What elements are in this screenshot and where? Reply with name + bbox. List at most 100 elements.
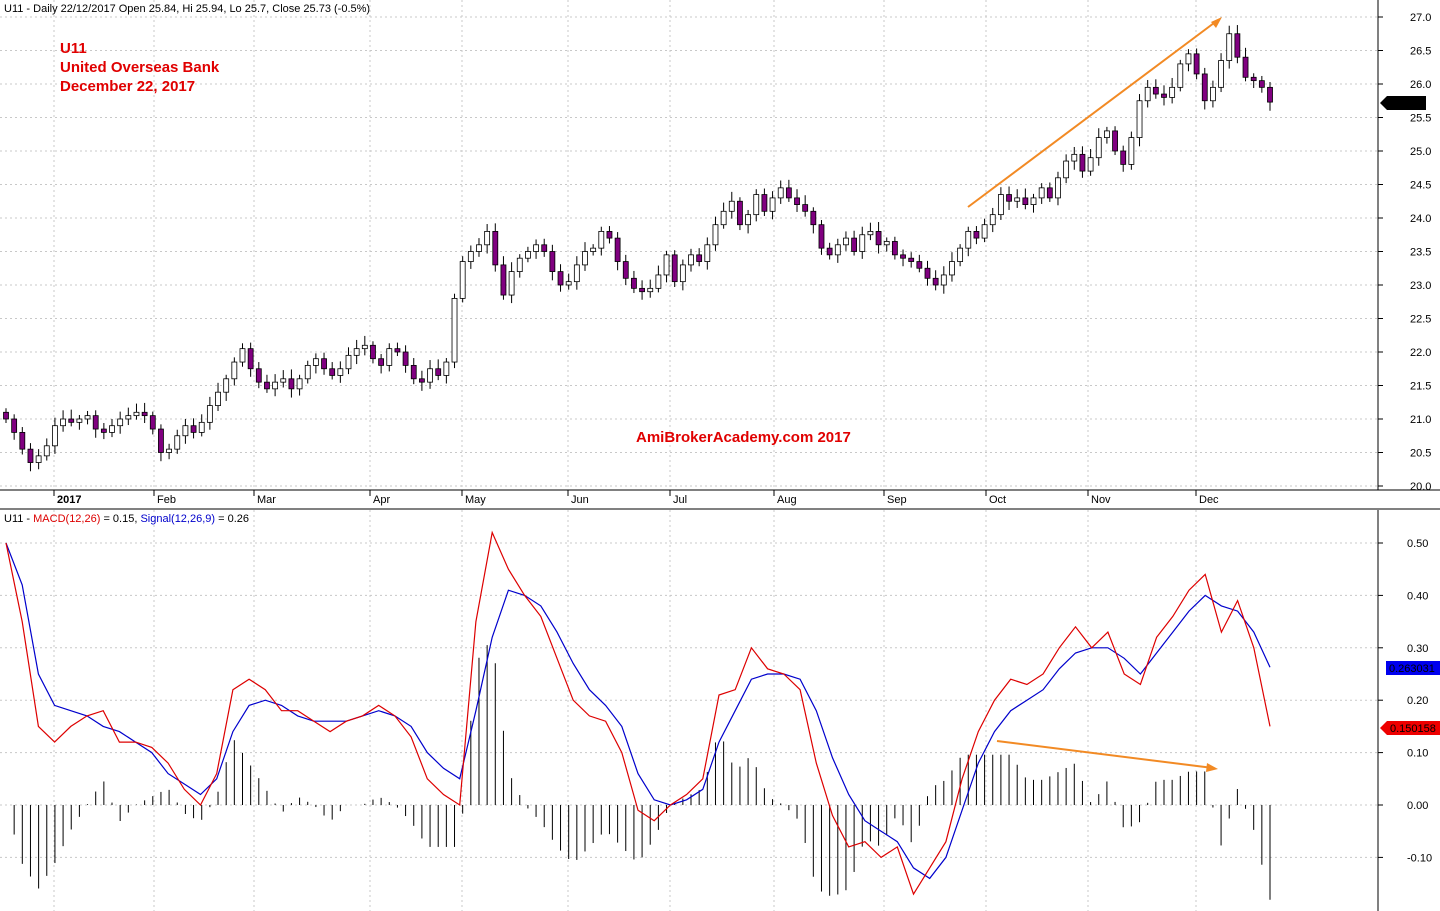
candle-up bbox=[133, 411, 140, 417]
candle-up bbox=[345, 354, 352, 370]
month-label: Oct bbox=[989, 494, 1006, 506]
candle-down bbox=[149, 415, 156, 430]
month-label: Nov bbox=[1091, 494, 1111, 506]
macd-axis-ticks: -0.10 0.00 0.10 0.20 0.30 0.40 0.50 bbox=[1378, 538, 1432, 864]
price-trend-arrow bbox=[967, 19, 1219, 208]
candle-up bbox=[198, 421, 205, 433]
candle-down bbox=[737, 200, 743, 226]
price-tick-label: 22.0 bbox=[1410, 347, 1431, 359]
macd-badge: 0.150158 bbox=[1380, 721, 1440, 735]
candle-down bbox=[378, 358, 385, 366]
price-tick-label: 23.0 bbox=[1410, 280, 1431, 292]
candle-down bbox=[329, 368, 336, 376]
candle-down bbox=[11, 418, 18, 433]
candle-up bbox=[1169, 86, 1176, 98]
macd-tick-label: 0.50 bbox=[1407, 538, 1428, 550]
candle-down bbox=[891, 241, 898, 256]
candle-down bbox=[818, 224, 825, 249]
candle-down bbox=[27, 448, 34, 463]
candle-down bbox=[500, 264, 507, 296]
candle-up bbox=[1128, 137, 1135, 165]
candle-up bbox=[296, 378, 303, 390]
last-price-badge-text: 25.73 bbox=[1391, 98, 1419, 110]
candle-up bbox=[52, 425, 58, 447]
price-tick-label: 21.0 bbox=[1410, 414, 1431, 426]
candle-up bbox=[957, 247, 964, 262]
candle-down bbox=[394, 348, 401, 353]
last-price-badge: 25.73 bbox=[1380, 96, 1426, 110]
company-annotation: United Overseas Bank bbox=[60, 59, 220, 76]
candle-up bbox=[663, 254, 670, 276]
candle-up bbox=[573, 264, 580, 283]
candle-down bbox=[321, 358, 327, 370]
candle-up bbox=[712, 224, 719, 246]
candle-up bbox=[704, 244, 711, 262]
candle-up bbox=[720, 210, 727, 226]
candle-up bbox=[1144, 86, 1151, 102]
signal-badge-text: 0.263031 bbox=[1389, 663, 1435, 675]
signal-line bbox=[5, 542, 1271, 880]
candle-down bbox=[1120, 150, 1127, 165]
macd-tick-label: 0.20 bbox=[1407, 695, 1428, 707]
candle-down bbox=[1079, 153, 1086, 172]
candle-up bbox=[182, 425, 189, 437]
candle-up bbox=[427, 368, 433, 383]
candle-up bbox=[239, 348, 246, 363]
candle-up bbox=[484, 230, 491, 246]
candle-up bbox=[443, 361, 450, 376]
candle-up bbox=[60, 418, 66, 427]
price-tick-label: 27.0 bbox=[1410, 12, 1431, 24]
candle-up bbox=[949, 261, 955, 276]
candle-up bbox=[1014, 197, 1021, 202]
candle-up bbox=[467, 251, 474, 262]
macd-histogram bbox=[13, 645, 1271, 900]
date-annotation: December 22, 2017 bbox=[60, 78, 195, 95]
candle-up bbox=[867, 230, 874, 236]
candle-up bbox=[981, 224, 988, 239]
price-tick-label: 20.5 bbox=[1410, 448, 1431, 460]
candle-down bbox=[614, 237, 621, 262]
candle-down bbox=[1046, 187, 1053, 199]
candle-up bbox=[1095, 137, 1102, 159]
candle-up bbox=[361, 344, 368, 350]
macd-tick-label: 0.10 bbox=[1407, 748, 1428, 760]
candle-up bbox=[174, 435, 181, 450]
candle-up bbox=[1210, 86, 1216, 102]
macd-tick-label: 0.40 bbox=[1407, 590, 1428, 602]
candle-up bbox=[280, 378, 287, 383]
candle-down bbox=[19, 431, 26, 450]
candle-down bbox=[435, 368, 442, 376]
candle-up bbox=[1226, 33, 1233, 61]
candle-down bbox=[492, 230, 499, 266]
candle-down bbox=[247, 348, 254, 370]
candle-up bbox=[843, 237, 849, 246]
candle-up bbox=[206, 405, 213, 423]
candle-up bbox=[508, 271, 515, 296]
candle-down bbox=[255, 368, 262, 383]
candle-up bbox=[76, 418, 83, 423]
candle-up bbox=[688, 254, 694, 266]
candle-up bbox=[769, 197, 776, 212]
candle-down bbox=[288, 378, 295, 390]
candle-up bbox=[109, 425, 115, 433]
candle-down bbox=[1161, 93, 1167, 98]
candle-up bbox=[655, 274, 662, 289]
candle-up bbox=[312, 358, 319, 366]
candle-down bbox=[418, 378, 425, 383]
candle-down bbox=[370, 344, 376, 360]
month-label: 2017 bbox=[57, 494, 81, 506]
candle-up bbox=[43, 445, 50, 457]
price-header: U11 - Daily 22/12/2017 Open 25.84, Hi 25… bbox=[4, 3, 370, 15]
candle-up bbox=[940, 274, 947, 286]
macd-trend-arrowhead bbox=[1206, 763, 1218, 772]
candle-up bbox=[1038, 187, 1045, 199]
candle-up bbox=[35, 455, 42, 463]
macd-header-prefix: U11 - bbox=[4, 513, 33, 525]
candle-up bbox=[997, 194, 1004, 216]
price-tick-label: 26.0 bbox=[1410, 79, 1431, 91]
candle-down bbox=[875, 230, 882, 246]
candle-down bbox=[402, 351, 409, 366]
candle-down bbox=[631, 277, 637, 289]
candle-up bbox=[231, 361, 238, 380]
price-grid bbox=[0, 0, 1378, 490]
